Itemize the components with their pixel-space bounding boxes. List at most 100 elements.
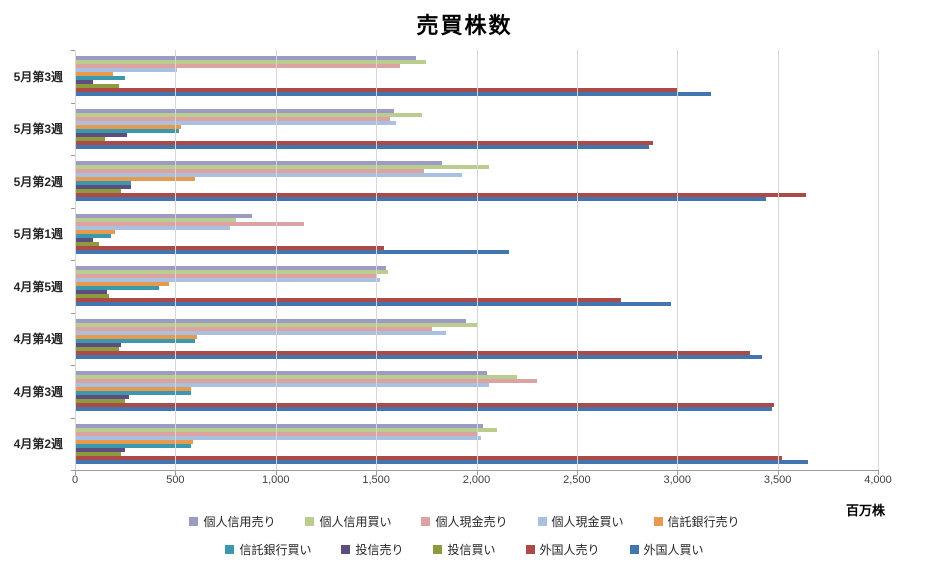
x-tick-label: 1,500 — [362, 474, 390, 486]
x-tick-label: 2,000 — [462, 474, 491, 486]
legend-row-1: 個人信用売り 個人信用買い 個人現金売り 個人現金買い 信託銀行売り — [0, 513, 929, 530]
bar-group — [75, 365, 878, 418]
bar — [75, 338, 196, 343]
bar — [75, 173, 463, 178]
bar — [75, 120, 397, 125]
y-tick-mark — [71, 207, 75, 209]
plot-area — [75, 50, 879, 470]
bar — [75, 354, 762, 359]
bar — [75, 342, 122, 347]
bar — [75, 435, 481, 440]
bar — [75, 383, 489, 388]
gridline — [75, 50, 76, 470]
bar — [75, 213, 252, 218]
bar — [75, 330, 447, 335]
legend-item: 投信買い — [433, 541, 496, 558]
y-category-label: 5月第2週 — [13, 174, 63, 189]
legend-item: 個人信用売り — [189, 513, 275, 530]
x-tick-mark — [476, 471, 478, 475]
legend-label: 投信売り — [355, 543, 404, 557]
bar — [75, 459, 808, 464]
bar — [75, 197, 766, 202]
bar — [75, 399, 126, 404]
x-tick-label: 3,500 — [763, 474, 792, 486]
bar — [75, 165, 489, 170]
x-tick-mark — [175, 471, 177, 475]
bar — [75, 249, 509, 254]
x-tick-label: 0 — [71, 474, 79, 486]
y-category-label: 5月第3週 — [13, 69, 63, 84]
legend-label: 個人現金売り — [435, 515, 508, 529]
bar — [75, 108, 395, 113]
bar — [75, 443, 192, 448]
bar — [75, 60, 427, 65]
y-tick-mark — [71, 50, 75, 51]
legend-item: 外国人買い — [629, 541, 704, 558]
y-axis: 5月第3週 5月第3週 5月第2週 5月第1週 4月第5週 4月第4週 4月第3週 4月第2週 — [0, 50, 70, 470]
y-category-label: 5月第1週 — [13, 227, 63, 242]
gridline — [677, 50, 679, 470]
legend-swatch-icon — [629, 545, 639, 554]
bar — [75, 403, 774, 408]
legend-swatch-icon — [525, 545, 535, 554]
legend-label: 外国人買い — [643, 543, 704, 557]
bar-group — [75, 208, 878, 261]
bar — [75, 447, 126, 452]
legend-swatch-icon — [537, 517, 547, 526]
bar — [75, 286, 160, 291]
y-tick-mark — [71, 417, 75, 419]
bar — [75, 124, 182, 129]
bar — [75, 56, 417, 61]
x-tick-label: 4,000 — [864, 474, 892, 486]
x-tick-mark — [777, 471, 779, 475]
gridline — [777, 50, 779, 470]
legend-label: 個人信用買い — [319, 515, 392, 529]
bar — [75, 161, 443, 166]
x-axis-unit-label: 百万株 — [845, 503, 885, 518]
legend-label: 信託銀行売り — [667, 515, 740, 529]
bar — [75, 136, 106, 141]
legend-swatch-icon — [421, 517, 431, 526]
bar — [75, 266, 387, 271]
x-tick-mark — [878, 471, 879, 475]
x-tick-mark — [376, 471, 378, 475]
bar — [75, 72, 114, 77]
x-tick-mark — [576, 471, 578, 475]
bar — [75, 76, 126, 81]
y-tick-mark — [71, 155, 75, 156]
x-axis: 0 500 1,000 1,500 2,000 2,500 3,000 3,500 4,000 — [71, 474, 892, 490]
bar — [75, 185, 132, 190]
legend-item: 個人信用買い — [305, 513, 391, 530]
bar — [75, 189, 122, 194]
bar — [75, 233, 112, 238]
y-tick-mark — [71, 260, 75, 261]
y-category-label: 4月第4週 — [13, 332, 63, 347]
legend-swatch-icon — [189, 517, 199, 526]
bar — [75, 64, 401, 69]
gridline — [275, 50, 277, 470]
bar — [75, 334, 198, 339]
legend-item: 信託銀行買い — [225, 541, 311, 558]
bar — [75, 395, 130, 400]
bar — [75, 298, 622, 303]
legend-label: 投信買い — [447, 543, 496, 557]
gridline — [175, 50, 177, 470]
y-tick-mark — [71, 312, 75, 314]
legend-item: 信託銀行売り — [653, 513, 740, 530]
bar — [75, 68, 178, 73]
bar-group — [75, 103, 878, 156]
legend-label: 信託銀行買い — [239, 543, 312, 557]
bar — [75, 318, 467, 323]
gridline — [376, 50, 378, 470]
bar — [75, 177, 196, 182]
x-tick-mark — [75, 471, 76, 475]
y-category-label: 5月第3週 — [13, 122, 63, 137]
y-tick-mark — [71, 365, 75, 366]
bar — [75, 274, 377, 279]
gridline — [476, 50, 478, 470]
bar — [75, 116, 391, 121]
bar — [75, 371, 487, 376]
bar — [75, 326, 433, 331]
y-category-label: 4月第2週 — [13, 437, 63, 452]
